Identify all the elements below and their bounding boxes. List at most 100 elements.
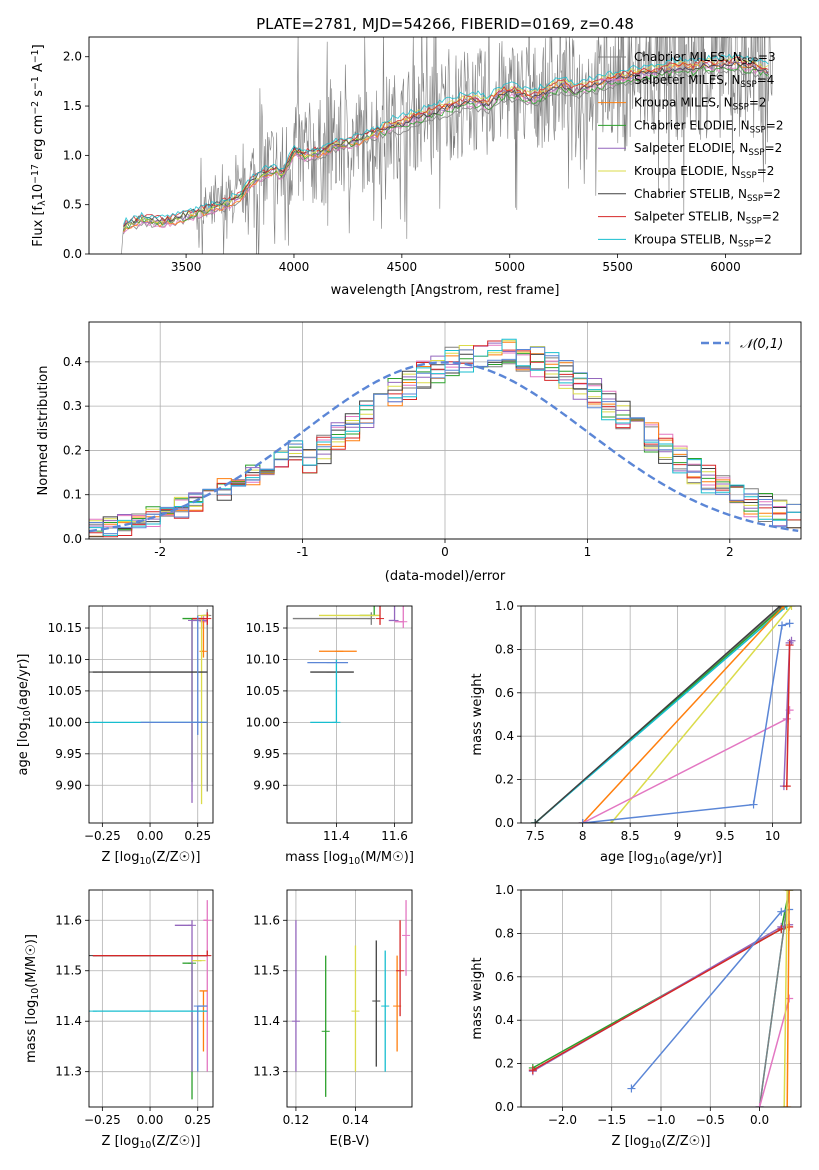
weight-series-9 [782, 641, 794, 791]
errorbar-point-8 [92, 950, 212, 957]
x-tick-label: 0.25 [184, 1113, 211, 1127]
series-marker [783, 1103, 792, 1107]
series-line [610, 606, 793, 823]
normal-curve [89, 361, 799, 533]
series-marker [749, 800, 758, 809]
x-tick-label: 4000 [279, 260, 310, 274]
y-tick-label: 11.4 [55, 1014, 82, 1028]
y-axis-label: Flux [fλ10−17 erg cm−2 s−1 A−1] [30, 44, 48, 246]
errorbar-point-4 [182, 962, 197, 1100]
x-axis-label: (data-model)/error [385, 569, 506, 584]
legend: Chabrier MILES, NSSP=3 Salpeter MILES, NS… [598, 50, 783, 249]
y-tick-label: 0.8 [495, 926, 514, 940]
errorbar-point-1 [292, 612, 376, 625]
legend-entry: 𝒩(0,1) [740, 337, 783, 352]
grid-age_vs_Z [89, 606, 213, 823]
series-marker [779, 606, 788, 610]
series-marker [783, 890, 792, 894]
errorbar-point-5 [174, 920, 197, 1072]
y-axis-label: mass weight [470, 957, 485, 1039]
errorbar-point-4 [359, 606, 379, 617]
axes-age_vs_Z: −0.25 0.00 0.25 9.90 9.95 10.00 10.05 10.10 10.1… [16, 605, 214, 867]
series-marker [782, 606, 791, 610]
y-tick-label: 10.00 [246, 715, 280, 729]
grid-age_vs_mass [287, 606, 412, 823]
grid-mass_vs_Z [89, 890, 213, 1107]
y-tick-label: 0.3 [63, 399, 82, 413]
series-marker [787, 606, 796, 610]
series-marker [785, 619, 794, 628]
legend-entry: Kroupa STELIB, NSSP=2 [634, 232, 772, 249]
y-axis-label: age [log10(age/yr)] [16, 654, 33, 776]
grid-weight_vs_Z [521, 889, 801, 1108]
errorbar-point-8 [376, 606, 385, 625]
y-tick-label: 11.3 [253, 1065, 280, 1079]
axes-frame [88, 36, 802, 255]
legend-entry: Salpeter STELIB, NSSP=2 [634, 210, 780, 227]
errorbar-point-8 [192, 612, 212, 625]
weight-series-3 [531, 606, 791, 823]
x-tick-label: 6000 [710, 260, 741, 274]
x-axis-label: E(B-V) [329, 1134, 369, 1149]
x-tick-label: −1.5 [597, 1113, 626, 1127]
y-tick-label: 9.90 [253, 778, 280, 792]
y-tick-label: 10.05 [246, 684, 280, 698]
x-axis-label: wavelength [Angstrom, rest frame] [331, 283, 560, 298]
y-axis-label: mass [log10(M/M☉)] [24, 934, 41, 1063]
y-tick-label: 11.6 [253, 913, 280, 927]
series-marker [776, 606, 785, 610]
legend-entry: Kroupa MILES, NSSP=2 [634, 96, 767, 113]
series-line [582, 622, 790, 823]
x-tick-label: −0.25 [84, 1113, 121, 1127]
x-tick-label: -1 [297, 545, 309, 559]
axes-mass_vs_Z: −0.25 0.00 0.25 11.3 11.4 11.5 11.6 Z [log10(Z/… [24, 889, 214, 1151]
weight-series-10 [578, 619, 794, 823]
series-marker [782, 782, 791, 791]
weight-series-5 [578, 606, 788, 823]
x-axis-label: Z [log10(Z/Z☉)] [612, 1134, 711, 1151]
plot-area-age_vs_mass [292, 606, 408, 724]
y-tick-label: 10.15 [246, 621, 280, 635]
x-tick-label: 11.4 [323, 829, 350, 843]
y-tick-label: 1.0 [63, 148, 82, 162]
y-tick-label: 0.2 [495, 773, 514, 787]
y-tick-label: 11.5 [55, 964, 82, 978]
errorbar-point-4 [372, 940, 381, 1067]
x-axis-label: mass [log10(M/M☉)] [285, 850, 414, 867]
x-tick-label: −0.25 [84, 829, 121, 843]
x-tick-label: 0.00 [137, 829, 164, 843]
x-tick-label: 7.5 [526, 829, 545, 843]
axes-frame [520, 889, 802, 1108]
y-tick-label: 2.0 [63, 50, 82, 64]
y-tick-label: 0.1 [63, 488, 82, 502]
y-tick-label: 11.3 [55, 1065, 82, 1079]
x-tick-label: 8 [579, 829, 587, 843]
errorbar-point-1 [203, 609, 212, 792]
x-axis-label: age [log10(age/yr)] [600, 850, 722, 867]
weight-series-4 [531, 606, 785, 823]
errorbar-point-2 [321, 955, 330, 1097]
axes-weight_vs_Z: −2.0 −1.5 −1.0 −0.5 0.0 0.0 0.2 0.4 0.6 0.8 1.0 Z [… [470, 883, 802, 1151]
series-marker [578, 819, 587, 823]
y-tick-label: 0.6 [495, 686, 514, 700]
x-tick-label: 10 [765, 829, 780, 843]
x-axis-label: Z [log10(Z/Z☉)] [102, 850, 201, 867]
axes-spectrum: 3500 4000 4500 5000 5500 6000 0.0 0.5 1.0 1.5 2.0 w… [30, 36, 802, 298]
data-spectrum-line [121, 37, 773, 254]
errorbar-point-2 [394, 606, 408, 629]
axes-mass_vs_ebv: 0.12 0.14 11.3 11.4 11.5 11.6 E(B-V) [253, 889, 413, 1149]
legend-entry: Chabrier MILES, NSSP=3 [634, 50, 776, 67]
series-line [758, 998, 790, 1107]
series-marker [528, 1066, 537, 1075]
x-tick-label: 1 [584, 545, 592, 559]
axes-frame [88, 605, 214, 824]
plot-area-age_vs_Z [89, 609, 212, 805]
series-line [758, 890, 790, 1107]
x-tick-label: 2 [726, 545, 734, 559]
y-tick-label: 10.10 [48, 652, 82, 666]
x-tick-label: 0 [441, 545, 449, 559]
y-tick-label: 11.4 [253, 1014, 280, 1028]
x-tick-label: 0.14 [342, 1113, 369, 1127]
errorbar-point-1 [291, 920, 300, 1072]
histogram-series-10 [89, 346, 801, 535]
